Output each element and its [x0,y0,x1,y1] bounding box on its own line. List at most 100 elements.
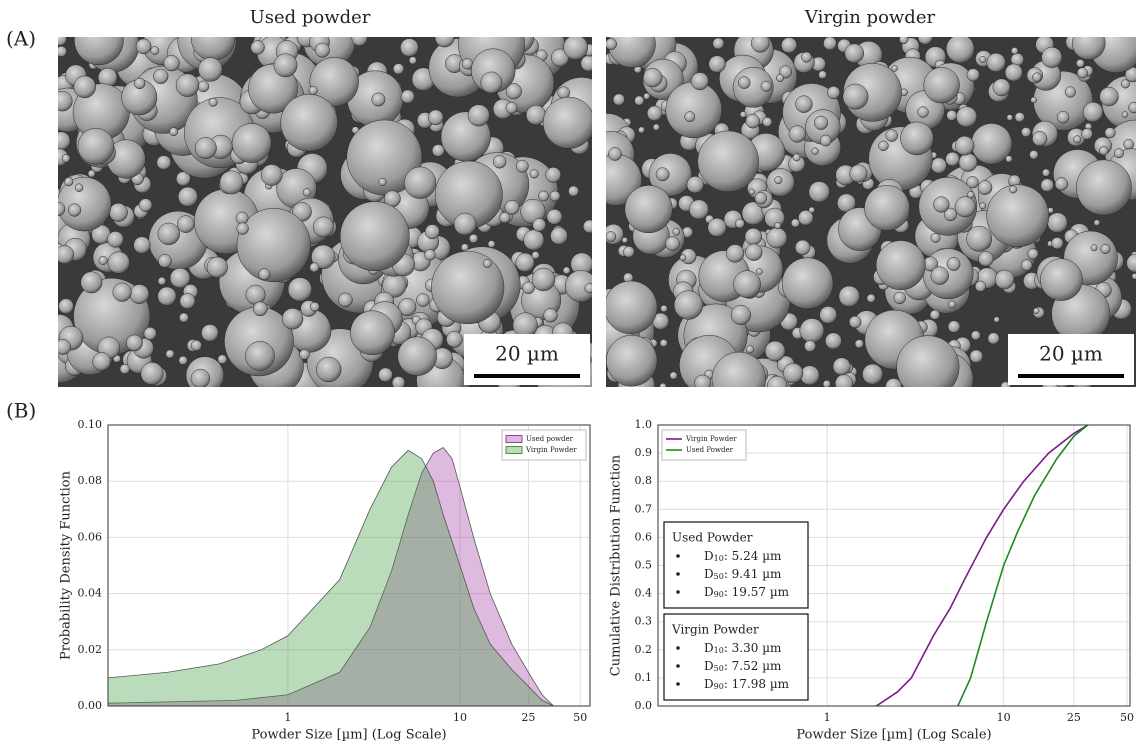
annotation-sub: 10 [714,554,724,563]
particle [568,185,579,197]
x-tick-label: 1 [284,711,291,724]
particle [1033,307,1040,314]
particle [659,339,668,348]
particle [848,315,862,329]
particle [712,37,725,50]
particle [169,267,191,289]
legend-swatch [505,446,523,454]
bullet [676,664,680,668]
particle [819,134,832,147]
particle [169,127,179,137]
particle [764,340,786,362]
annotation-box [663,613,809,701]
x-tick-label: 25 [521,711,535,724]
particle [434,37,455,48]
y-tick-label: 0.08 [78,474,103,487]
particle [316,356,342,383]
particle [994,269,1015,290]
particle [252,301,268,317]
particle [119,363,131,375]
particle [970,330,981,341]
y-tick-label: 0.4 [635,587,653,600]
particle [583,219,592,234]
particle [794,239,811,256]
y-tick-label: 0.3 [635,615,653,628]
particle [245,341,275,371]
particle [608,147,622,161]
particle [669,371,678,380]
particle [133,236,151,254]
particle [917,106,929,118]
particle [930,157,947,174]
particle [461,58,473,70]
particle [1131,273,1136,280]
particle [694,374,712,387]
particle [177,215,195,233]
particle [281,308,304,330]
particle [900,121,934,156]
x-tick-label: 25 [1067,711,1081,724]
particle [92,352,111,371]
particle [673,290,704,320]
annotation-prefix: D [704,585,714,599]
particle [190,37,236,61]
particle [686,176,704,194]
particle [655,167,670,182]
particle [549,190,561,202]
annotation-item: D10: 5.24 µm [704,549,782,564]
particle [1051,237,1064,250]
particle [1123,138,1135,150]
annotation-box [663,521,809,609]
particle [697,130,759,193]
particle [946,37,975,64]
particle [505,83,522,100]
particle [197,80,210,93]
particle [978,251,994,267]
particle [311,244,336,270]
particle [933,196,950,213]
annotation-sub: 90 [714,682,724,691]
particle [766,227,788,249]
legend-label: Virgin Powder [525,446,577,454]
particle [1076,67,1089,79]
particle [208,97,218,107]
x-tick-label: 1 [824,711,831,724]
particle [217,354,228,365]
particle [762,116,773,127]
particle [690,72,709,91]
particle [350,310,395,356]
particle [612,93,625,106]
y-tick-label: 0.00 [78,699,103,712]
particle [1027,248,1039,260]
particle [893,291,906,305]
particle [1082,101,1104,123]
particle [946,257,961,271]
particle [1076,59,1085,68]
particle [378,177,387,187]
particle [492,155,507,169]
particle [309,57,359,107]
particle [523,229,545,251]
particle [993,316,1000,323]
particle [707,217,727,237]
particle [1032,131,1048,147]
particle [774,222,782,230]
particle [140,362,164,386]
particle [250,40,265,55]
particle [966,68,980,82]
y-tick-label: 0.9 [635,446,653,459]
particle [1104,127,1116,139]
particle [760,80,772,92]
particle [878,140,889,151]
particle [834,374,854,387]
particle [219,170,244,195]
particle [1040,258,1083,301]
particle [150,46,160,55]
bullet [676,572,680,576]
particle [58,45,67,58]
y-tick-label: 0.06 [78,530,103,543]
particle [823,37,837,51]
particle [917,37,933,45]
annotation-title: Used Powder [672,531,753,545]
particle [1071,37,1106,60]
